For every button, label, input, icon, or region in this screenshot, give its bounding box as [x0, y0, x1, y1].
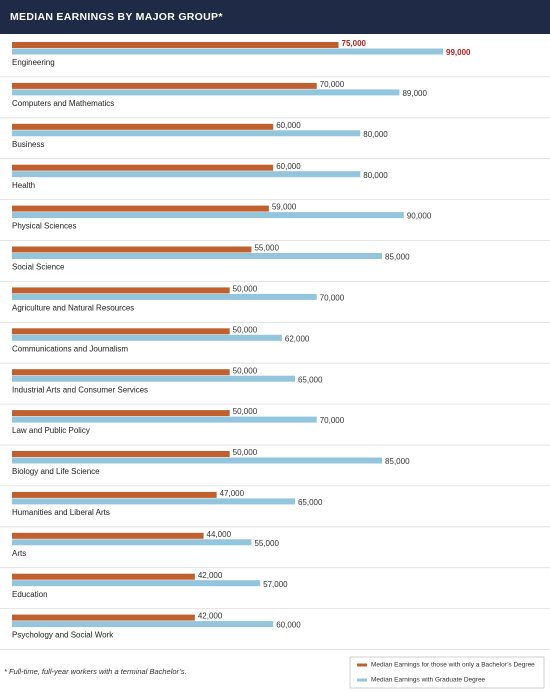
category-label: Law and Public Policy	[12, 426, 90, 435]
value-label: 99,000	[446, 48, 471, 57]
value-label: 80,000	[363, 130, 388, 139]
bar	[12, 614, 195, 621]
bar	[12, 164, 274, 171]
bar	[12, 416, 317, 423]
bar	[12, 287, 230, 294]
value-label: 89,000	[402, 89, 427, 98]
chart-title: MEDIAN EARNINGS BY MAJOR GROUP*	[10, 11, 223, 23]
bar	[12, 253, 383, 259]
bar	[12, 621, 274, 628]
value-label: 60,000	[276, 121, 301, 130]
legend-label: Median Earnings with Graduate Degree	[371, 677, 486, 684]
bar	[12, 369, 230, 376]
value-label: 50,000	[233, 407, 258, 416]
bar	[12, 205, 269, 212]
value-label: 59,000	[272, 203, 297, 212]
value-label: 70,000	[320, 416, 345, 425]
bar	[12, 89, 400, 96]
header-band	[0, 0, 550, 34]
footnote: * Full-time, full-year workers with a te…	[4, 667, 187, 676]
bar	[12, 171, 361, 178]
bar	[12, 334, 282, 341]
category-label: Psychology and Social Work	[12, 631, 114, 640]
category-label: Arts	[12, 549, 26, 558]
category-label: Business	[12, 140, 44, 149]
bar	[12, 498, 295, 505]
bar	[12, 532, 204, 539]
bar	[12, 580, 261, 587]
value-label: 90,000	[407, 212, 432, 221]
category-label: Biology and Life Science	[12, 467, 100, 476]
bar	[12, 539, 252, 546]
value-label: 60,000	[276, 621, 301, 630]
value-label: 50,000	[233, 285, 258, 294]
category-label: Social Science	[12, 263, 65, 272]
value-label: 60,000	[276, 162, 301, 171]
value-label: 57,000	[263, 580, 288, 589]
value-label: 55,000	[254, 539, 279, 548]
legend-swatch	[357, 663, 367, 667]
bar	[12, 246, 252, 253]
category-label: Physical Sciences	[12, 222, 76, 231]
value-label: 44,000	[207, 530, 232, 539]
value-label: 75,000	[342, 39, 367, 48]
value-label: 50,000	[233, 325, 258, 334]
legend-label: Median Earnings for those with only a Ba…	[371, 662, 535, 669]
value-label: 65,000	[298, 375, 323, 384]
bar	[12, 328, 230, 335]
value-label: 70,000	[320, 294, 345, 303]
value-label: 70,000	[320, 80, 345, 89]
category-label: Education	[12, 590, 48, 599]
value-label: 80,000	[363, 171, 388, 180]
value-label: 50,000	[233, 366, 258, 375]
bar	[12, 451, 230, 457]
value-label: 65,000	[298, 498, 323, 507]
bar	[12, 457, 383, 464]
value-label: 42,000	[198, 612, 223, 621]
category-label: Humanities and Liberal Arts	[12, 508, 110, 517]
bar	[12, 293, 317, 300]
value-label: 85,000	[385, 457, 410, 466]
value-label: 47,000	[220, 489, 245, 498]
bar	[12, 130, 361, 137]
category-label: Communications and Journalism	[12, 344, 128, 353]
legend-box	[349, 656, 545, 689]
bar	[12, 48, 443, 55]
bar	[12, 212, 404, 219]
bar	[12, 42, 339, 48]
category-label: Engineering	[12, 58, 55, 67]
bar	[12, 123, 274, 130]
category-label: Industrial Arts and Consumer Services	[12, 385, 148, 394]
bar	[12, 375, 295, 382]
category-label: Computers and Mathematics	[12, 99, 114, 108]
value-label: 55,000	[254, 244, 279, 253]
value-label: 62,000	[285, 334, 310, 343]
bar	[12, 82, 317, 89]
legend-swatch	[357, 678, 367, 682]
value-label: 85,000	[385, 253, 410, 262]
value-label: 42,000	[198, 571, 223, 580]
category-label: Agriculture and Natural Resources	[12, 304, 134, 313]
category-label: Health	[12, 181, 35, 190]
bar	[12, 491, 217, 498]
bar	[12, 573, 195, 580]
bar	[12, 410, 230, 417]
value-label: 50,000	[233, 448, 258, 457]
